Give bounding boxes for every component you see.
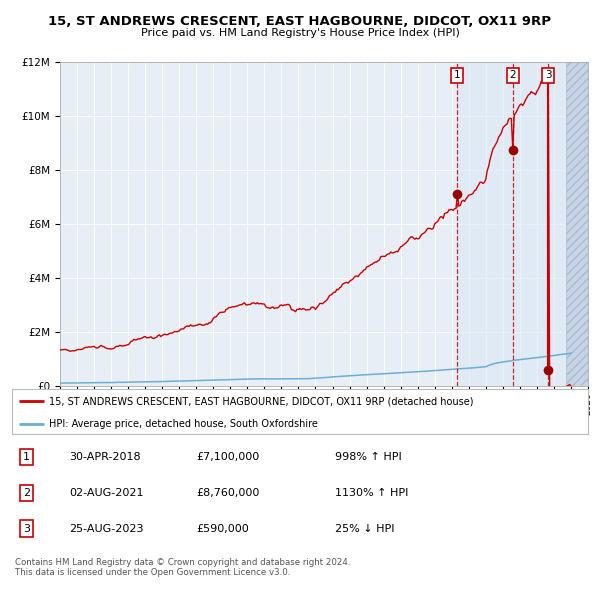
Text: 30-APR-2018: 30-APR-2018 [70, 452, 141, 462]
Text: 1130% ↑ HPI: 1130% ↑ HPI [335, 488, 408, 497]
Bar [457, 62, 566, 386]
Text: 1: 1 [454, 70, 461, 80]
Bar [566, 62, 588, 386]
Text: 3: 3 [23, 523, 30, 533]
Text: 998% ↑ HPI: 998% ↑ HPI [335, 452, 401, 462]
Text: Price paid vs. HM Land Registry's House Price Index (HPI): Price paid vs. HM Land Registry's House … [140, 28, 460, 38]
Text: 15, ST ANDREWS CRESCENT, EAST HAGBOURNE, DIDCOT, OX11 9RP (detached house): 15, ST ANDREWS CRESCENT, EAST HAGBOURNE,… [49, 396, 474, 407]
Text: £8,760,000: £8,760,000 [196, 488, 260, 497]
Text: £590,000: £590,000 [196, 523, 249, 533]
Text: HPI: Average price, detached house, South Oxfordshire: HPI: Average price, detached house, Sout… [49, 419, 319, 429]
Text: £7,100,000: £7,100,000 [196, 452, 260, 462]
Text: 3: 3 [545, 70, 551, 80]
Text: 15, ST ANDREWS CRESCENT, EAST HAGBOURNE, DIDCOT, OX11 9RP: 15, ST ANDREWS CRESCENT, EAST HAGBOURNE,… [49, 15, 551, 28]
Text: 2: 2 [23, 488, 30, 497]
Text: 1: 1 [23, 452, 30, 462]
Text: 2: 2 [509, 70, 516, 80]
Text: This data is licensed under the Open Government Licence v3.0.: This data is licensed under the Open Gov… [15, 568, 290, 576]
Text: 25-AUG-2023: 25-AUG-2023 [70, 523, 144, 533]
Text: 25% ↓ HPI: 25% ↓ HPI [335, 523, 394, 533]
Text: Contains HM Land Registry data © Crown copyright and database right 2024.: Contains HM Land Registry data © Crown c… [15, 558, 350, 566]
Text: 02-AUG-2021: 02-AUG-2021 [70, 488, 144, 497]
